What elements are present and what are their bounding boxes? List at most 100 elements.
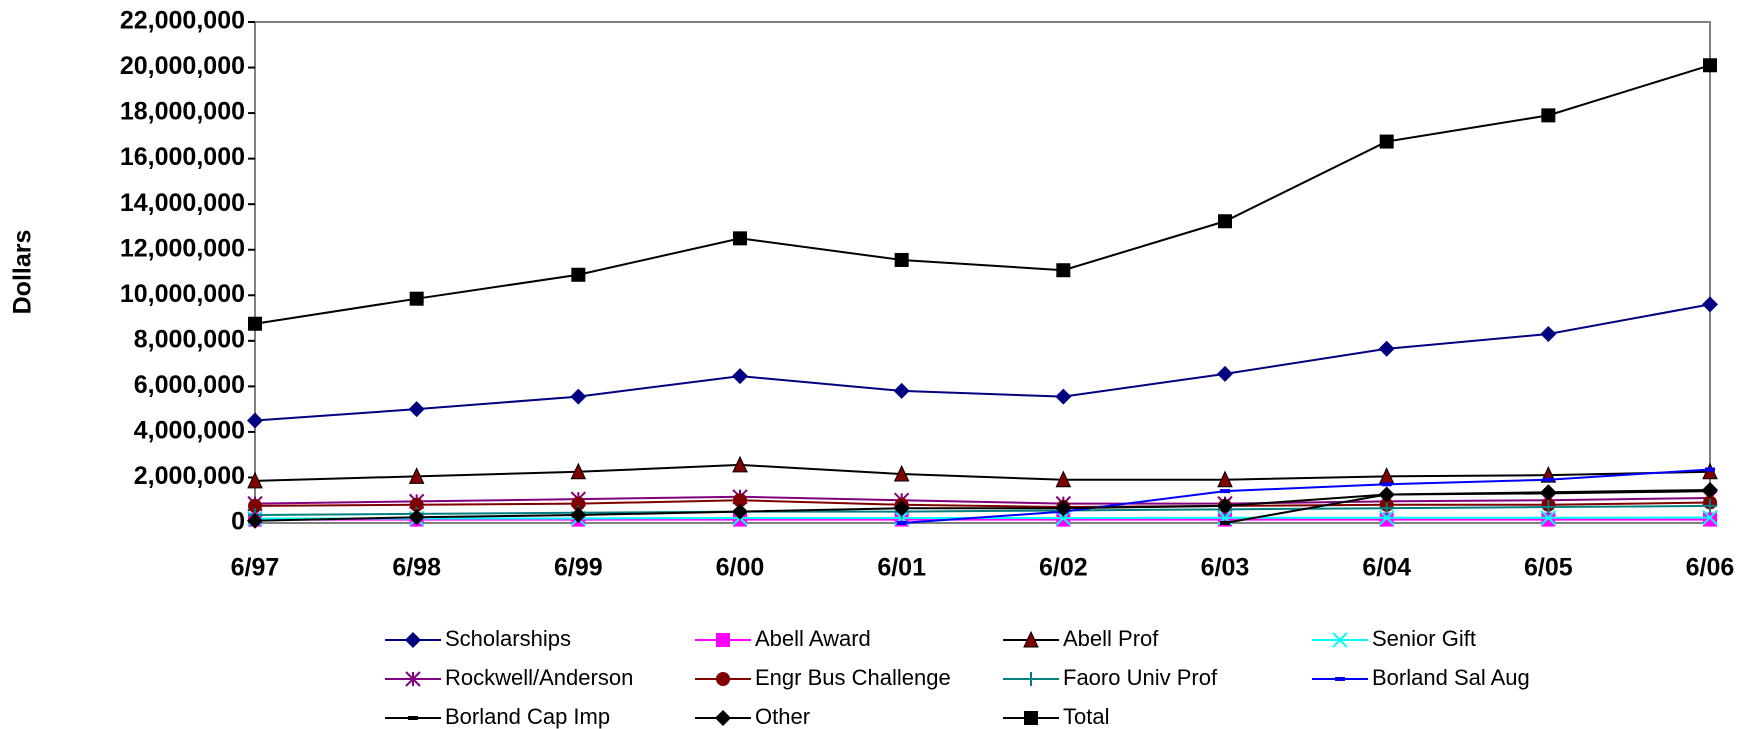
x-tick-label: 6/97 xyxy=(231,554,280,582)
marker xyxy=(1335,677,1345,681)
marker xyxy=(408,401,425,418)
legend-label: Rockwell/Anderson xyxy=(445,665,633,690)
y-tick-label: 16,000,000 xyxy=(120,143,245,171)
series xyxy=(248,512,1717,527)
y-tick-label: 12,000,000 xyxy=(120,234,245,262)
marker xyxy=(1378,340,1395,357)
x-tick-label: 6/02 xyxy=(1039,554,1088,582)
series xyxy=(248,58,1717,331)
marker xyxy=(1702,296,1718,313)
marker xyxy=(1220,489,1230,494)
marker xyxy=(732,455,748,473)
legend-label: Engr Bus Challenge xyxy=(755,665,951,690)
series xyxy=(247,296,1718,429)
marker xyxy=(248,498,262,513)
legend-item: Total xyxy=(1003,704,1109,729)
marker xyxy=(1055,500,1072,517)
marker xyxy=(1540,510,1557,526)
marker xyxy=(715,710,731,726)
legend-item: Borland Cap Imp xyxy=(385,704,610,729)
y-tick-label: 6,000,000 xyxy=(134,371,245,399)
marker xyxy=(1702,481,1718,498)
legend-label: Borland Cap Imp xyxy=(445,704,610,729)
marker xyxy=(1023,630,1039,648)
marker xyxy=(1540,484,1557,501)
legend-item: Rockwell/Anderson xyxy=(385,665,633,690)
marker xyxy=(894,252,909,267)
marker xyxy=(1703,58,1717,73)
marker xyxy=(893,382,910,399)
marker xyxy=(1381,482,1392,487)
marker xyxy=(893,500,910,517)
legend-item: Faoro Univ Prof xyxy=(1003,665,1218,690)
marker xyxy=(1220,521,1230,525)
marker xyxy=(1379,512,1394,527)
legend-label: Abell Prof xyxy=(1063,626,1159,651)
marker xyxy=(1540,325,1557,342)
marker xyxy=(1217,497,1233,514)
marker xyxy=(732,503,748,520)
marker xyxy=(1056,512,1071,527)
legend-item: Abell Prof xyxy=(1003,626,1159,651)
y-axis-label: Dollars xyxy=(9,230,37,315)
x-tick-label: 6/99 xyxy=(554,554,603,582)
legend-item: Senior Gift xyxy=(1312,626,1476,651)
legend-item: Other xyxy=(695,704,810,729)
y-tick-label: 18,000,000 xyxy=(120,98,245,126)
x-tick-label: 6/01 xyxy=(877,554,926,582)
legend-item: Scholarships xyxy=(385,626,571,651)
marker xyxy=(409,291,424,306)
series-line xyxy=(901,468,1711,524)
series-line xyxy=(254,488,1711,522)
marker xyxy=(733,231,747,246)
marker xyxy=(896,521,907,525)
marker xyxy=(570,507,587,524)
x-tick-label: 6/03 xyxy=(1201,554,1250,582)
marker xyxy=(1055,388,1072,405)
legend-label: Scholarships xyxy=(445,626,571,651)
marker xyxy=(1379,501,1394,516)
marker xyxy=(1703,498,1717,513)
marker xyxy=(570,388,587,405)
x-tick-label: 6/06 xyxy=(1686,554,1735,582)
series-line xyxy=(254,495,1711,505)
marker xyxy=(1705,467,1715,472)
x-tick-label: 6/04 xyxy=(1362,554,1411,582)
y-tick-label: 0 xyxy=(231,508,245,536)
marker xyxy=(247,512,263,529)
marker xyxy=(1703,512,1717,527)
y-tick-label: 22,000,000 xyxy=(120,7,245,35)
series-line xyxy=(254,463,1711,482)
legend-label: Total xyxy=(1063,704,1109,729)
marker xyxy=(247,471,263,489)
x-tick-label: 6/00 xyxy=(716,554,765,582)
marker xyxy=(405,632,421,648)
y-tick-label: 20,000,000 xyxy=(120,52,245,80)
legend-item: Borland Sal Aug xyxy=(1312,665,1530,690)
marker xyxy=(1378,486,1395,503)
series xyxy=(247,481,1718,529)
marker xyxy=(1702,509,1718,526)
legend-label: Faoro Univ Prof xyxy=(1063,665,1218,690)
marker xyxy=(1541,500,1556,515)
marker xyxy=(1056,263,1071,278)
marker xyxy=(1217,470,1233,488)
series xyxy=(896,467,1715,525)
marker xyxy=(1024,672,1038,686)
marker xyxy=(732,368,748,385)
x-tick-label: 6/98 xyxy=(392,554,441,582)
marker xyxy=(247,412,263,429)
series xyxy=(247,455,1718,489)
marker xyxy=(716,633,730,647)
legend-label: Abell Award xyxy=(755,626,871,651)
marker xyxy=(408,467,425,484)
marker xyxy=(1379,134,1394,149)
series-line xyxy=(254,303,1711,422)
marker xyxy=(570,462,587,480)
marker xyxy=(1217,365,1233,382)
marker xyxy=(1543,477,1554,482)
marker xyxy=(1055,470,1072,488)
marker xyxy=(1024,711,1038,725)
marker xyxy=(409,497,424,512)
marker xyxy=(716,672,730,686)
